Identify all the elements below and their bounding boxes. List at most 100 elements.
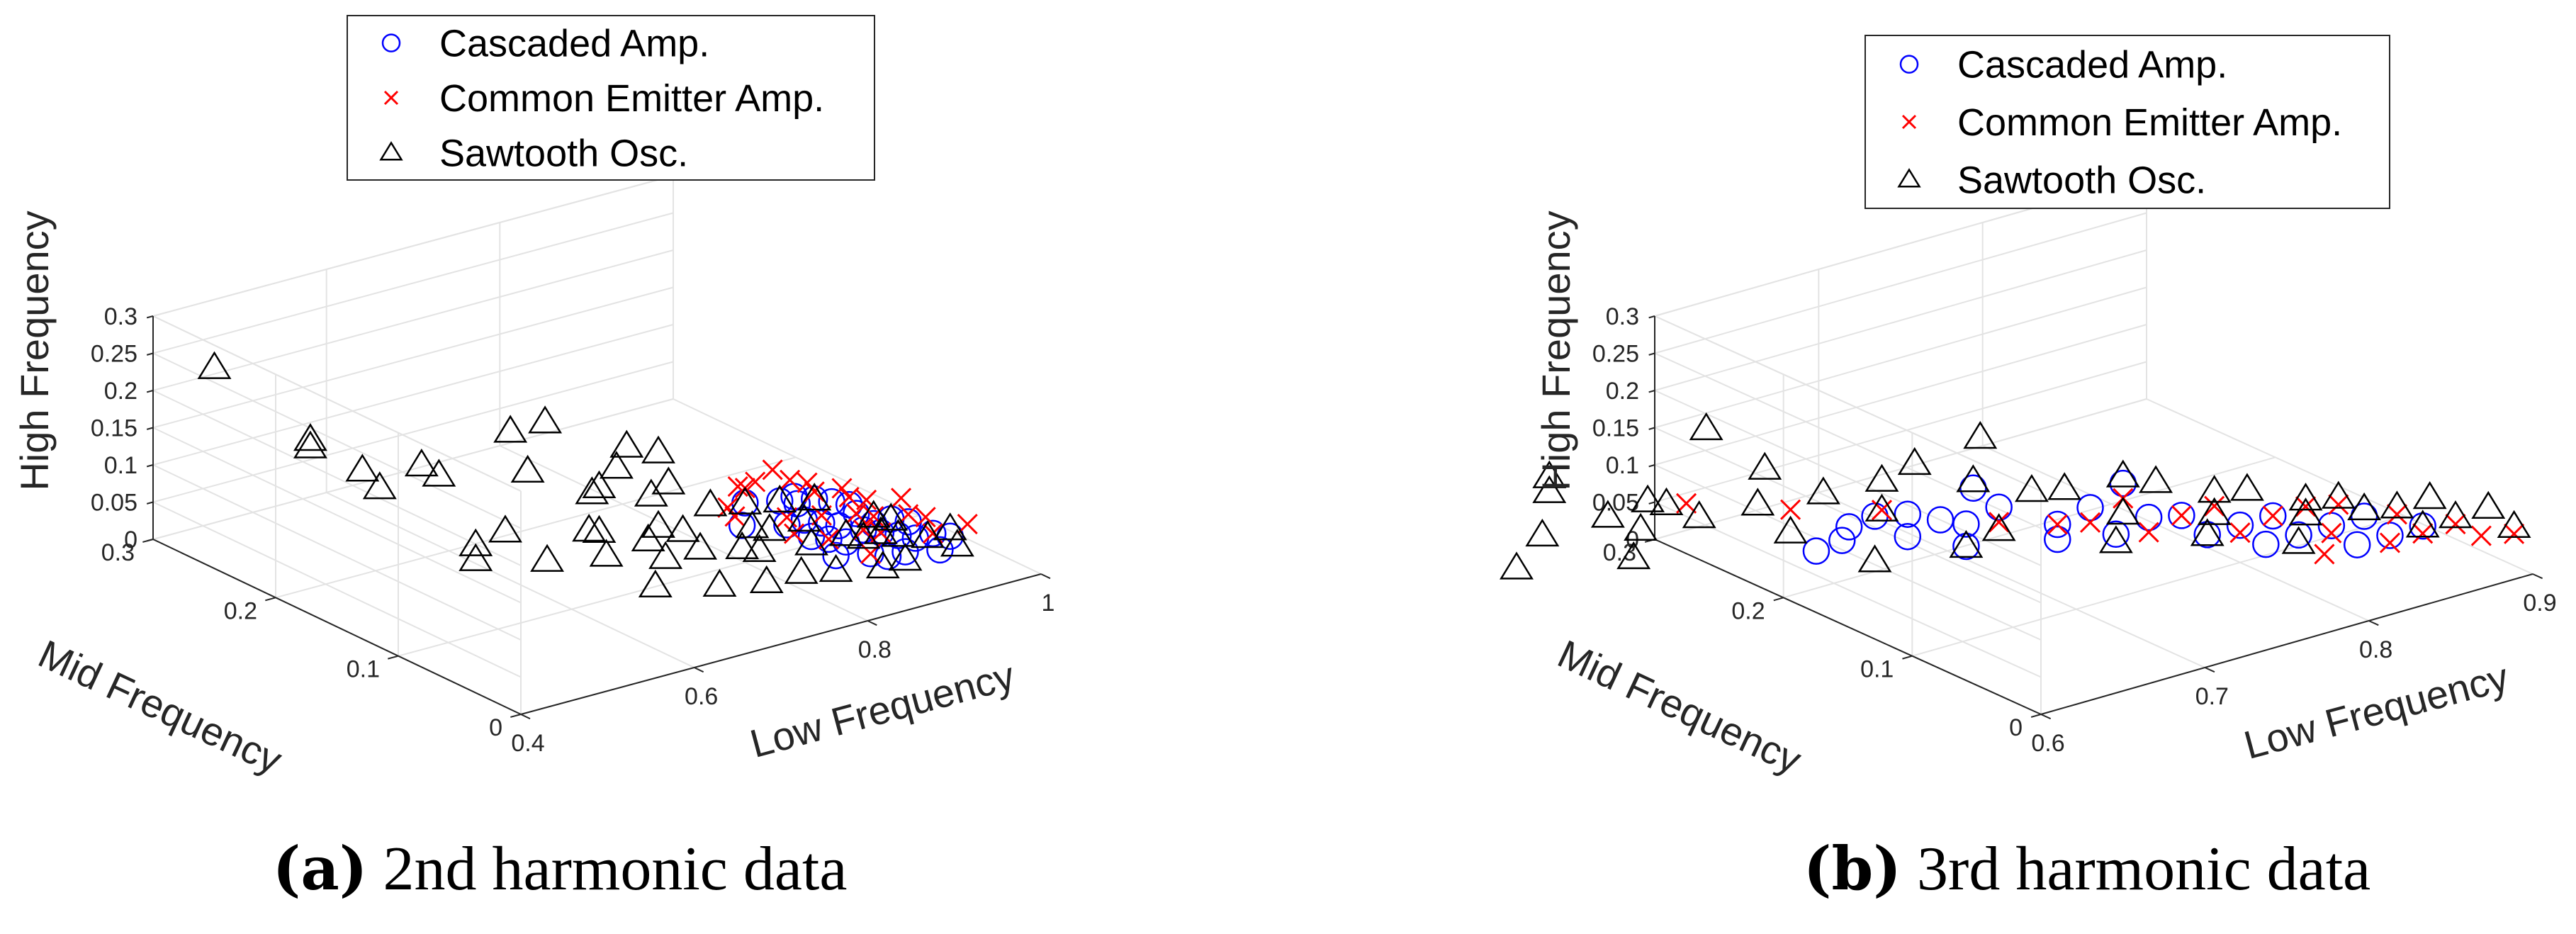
triangle-marker bbox=[933, 512, 967, 541]
circle-marker bbox=[1802, 537, 1830, 565]
circle-marker bbox=[1828, 527, 1856, 554]
legend-label: Common Emitter Amp. bbox=[439, 77, 824, 120]
x-tick-label: 1 bbox=[1042, 590, 1055, 617]
triangle-marker bbox=[1616, 541, 1651, 570]
x-marker bbox=[804, 481, 825, 502]
x-marker bbox=[2504, 523, 2525, 544]
circle-marker bbox=[1952, 532, 1980, 561]
triangle-marker bbox=[819, 553, 853, 583]
circle-marker bbox=[797, 522, 826, 551]
triangle-marker bbox=[2281, 526, 2316, 554]
triangle-marker bbox=[2471, 490, 2506, 519]
triangle-marker bbox=[911, 520, 945, 548]
triangle-marker bbox=[1806, 476, 1840, 505]
triangle-marker bbox=[752, 513, 787, 541]
circle-marker bbox=[2102, 520, 2130, 548]
triangle-marker bbox=[702, 568, 737, 597]
y-axis-line bbox=[1654, 539, 2042, 715]
grid-line bbox=[1654, 361, 2147, 503]
z-tick-mark bbox=[1648, 464, 1655, 468]
triangle-marker bbox=[2098, 525, 2133, 553]
grid-line bbox=[152, 315, 522, 492]
grid-line bbox=[2146, 398, 2533, 575]
x-tick-label: 0.8 bbox=[2359, 636, 2392, 663]
triangle-marker bbox=[1963, 421, 1998, 449]
grid-line bbox=[152, 249, 674, 391]
triangle-marker bbox=[828, 518, 863, 546]
x-marker bbox=[797, 472, 818, 493]
triangle-marker bbox=[2139, 465, 2173, 493]
z-tick-label: 0.25 bbox=[1592, 341, 1639, 368]
x-marker bbox=[724, 506, 746, 527]
legend-box bbox=[1864, 35, 2390, 209]
triangle-marker bbox=[572, 513, 607, 542]
circle-marker bbox=[2259, 502, 2287, 530]
triangle-marker bbox=[888, 542, 923, 571]
circle-marker bbox=[825, 512, 853, 539]
grid-line bbox=[1818, 492, 2205, 668]
triangle-marker bbox=[493, 415, 528, 443]
grid-line bbox=[1654, 212, 2147, 354]
grid-line bbox=[152, 324, 674, 466]
triangle-marker bbox=[1500, 551, 1534, 580]
grid-line bbox=[1982, 445, 2370, 621]
circle-marker bbox=[2076, 494, 2104, 522]
panel-a-legend: Cascaded Amp. Common Emitter Amp. Sawtoo… bbox=[347, 15, 875, 181]
x-marker bbox=[1989, 512, 2010, 533]
x-marker bbox=[783, 523, 805, 544]
x-tick-mark bbox=[694, 667, 704, 673]
y-tick-label: 0.2 bbox=[1731, 597, 1765, 624]
circle-marker bbox=[1894, 522, 1922, 551]
panel-b-y-tick-labels: 0 0.1 0.2 0.3 bbox=[1603, 539, 2023, 741]
z-axis-label: High Frequency bbox=[1534, 210, 1578, 490]
x-marker bbox=[2171, 505, 2192, 526]
circle-marker bbox=[2343, 531, 2371, 558]
y-tick-label: 0 bbox=[2009, 714, 2023, 741]
x-marker bbox=[727, 476, 748, 497]
grid-line bbox=[1783, 456, 2276, 599]
z-tick-mark bbox=[146, 539, 154, 542]
x-marker bbox=[1780, 499, 1801, 520]
triangle-marker bbox=[459, 543, 493, 571]
triangle-marker bbox=[742, 534, 777, 562]
z-tick-label: 0.15 bbox=[1592, 415, 1639, 442]
circle-marker bbox=[884, 522, 912, 549]
x-marker bbox=[2328, 494, 2349, 515]
triangle-marker bbox=[1624, 512, 1658, 541]
grid-line bbox=[152, 352, 522, 529]
panel-a-grid bbox=[152, 175, 1042, 715]
triangle-marker bbox=[2105, 497, 2140, 525]
legend-symbol-circle bbox=[1899, 55, 1919, 74]
x-marker bbox=[890, 488, 912, 509]
z-tick-mark bbox=[146, 501, 154, 505]
triangle-marker bbox=[575, 476, 609, 505]
grid-line bbox=[1654, 427, 2042, 604]
grid-line bbox=[275, 456, 797, 599]
circle-marker bbox=[815, 525, 843, 553]
triangle-marker bbox=[589, 539, 624, 567]
x-marker bbox=[915, 507, 936, 528]
triangle-marker bbox=[638, 569, 673, 598]
triangle-marker bbox=[2439, 500, 2473, 529]
z-tick-mark bbox=[1648, 315, 1655, 319]
triangle-marker bbox=[293, 430, 327, 458]
triangle-marker bbox=[1748, 451, 1782, 480]
triangle-marker bbox=[1532, 475, 1567, 503]
x-marker bbox=[2047, 514, 2068, 535]
z-tick-mark bbox=[146, 315, 154, 319]
triangle-marker bbox=[2497, 510, 2531, 539]
legend-box bbox=[347, 15, 875, 181]
grid-line bbox=[152, 464, 522, 641]
x-axis-label: Low Frequency bbox=[2239, 654, 2513, 767]
z-axis-label: High Frequency bbox=[12, 210, 57, 490]
triangle-marker bbox=[1590, 500, 1625, 528]
circle-marker bbox=[783, 490, 811, 518]
triangle-marker bbox=[728, 486, 763, 514]
caption-text: 2nd harmonic data bbox=[383, 835, 848, 904]
triangle-marker bbox=[1631, 484, 1665, 512]
legend-symbol-circle bbox=[381, 33, 401, 52]
x-marker bbox=[2204, 495, 2225, 517]
x-marker bbox=[2079, 512, 2101, 533]
x-tick-label: 0.8 bbox=[858, 636, 892, 663]
